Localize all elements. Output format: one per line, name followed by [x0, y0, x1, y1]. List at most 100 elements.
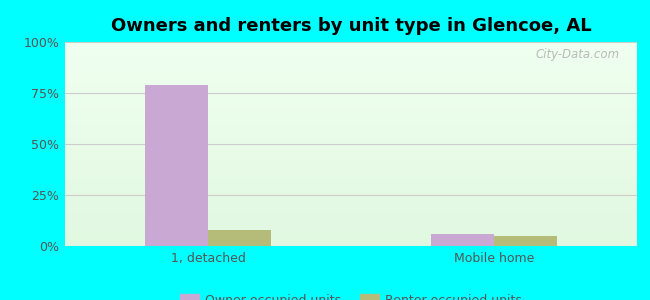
Bar — [65, 221, 637, 223]
Bar — [65, 72, 637, 73]
Bar — [65, 197, 637, 198]
Bar — [65, 162, 637, 164]
Bar — [494, 236, 557, 246]
Bar — [65, 189, 637, 190]
Bar — [65, 93, 637, 94]
Bar — [65, 180, 637, 181]
Bar — [65, 84, 637, 85]
Bar — [65, 134, 637, 135]
Bar — [65, 190, 637, 191]
Bar — [65, 150, 637, 151]
Bar — [65, 101, 637, 102]
Text: City-Data.com: City-Data.com — [536, 48, 620, 61]
Bar — [65, 44, 637, 45]
Bar — [65, 51, 637, 52]
Bar — [65, 225, 637, 226]
Bar — [65, 102, 637, 103]
Bar — [65, 130, 637, 131]
Bar — [65, 170, 637, 172]
Bar — [65, 146, 637, 147]
Bar — [65, 141, 637, 142]
Bar — [65, 126, 637, 127]
Bar — [65, 118, 637, 119]
Bar — [65, 85, 637, 86]
Bar — [65, 65, 637, 67]
Bar — [208, 230, 271, 246]
Bar — [65, 201, 637, 202]
Bar — [65, 54, 637, 55]
Bar — [65, 172, 637, 174]
Bar — [65, 119, 637, 121]
Bar — [65, 63, 637, 64]
Bar — [65, 179, 637, 180]
Bar — [65, 178, 637, 179]
Bar — [65, 211, 637, 212]
Bar — [65, 149, 637, 150]
Bar — [65, 98, 637, 99]
Bar — [65, 174, 637, 175]
Bar — [65, 215, 637, 216]
Bar — [65, 55, 637, 56]
Bar — [65, 204, 637, 205]
Bar — [65, 108, 637, 109]
Bar — [65, 156, 637, 157]
Bar — [65, 135, 637, 136]
Bar — [65, 114, 637, 116]
Bar — [65, 235, 637, 236]
Bar — [65, 48, 637, 49]
Bar — [65, 213, 637, 214]
Bar — [65, 243, 637, 244]
Bar — [65, 228, 637, 229]
Bar — [65, 91, 637, 92]
Bar — [65, 242, 637, 243]
Bar — [65, 100, 637, 101]
Bar — [65, 78, 637, 79]
Bar — [65, 68, 637, 70]
Bar — [65, 90, 637, 91]
Bar — [65, 118, 637, 119]
Bar — [65, 50, 637, 51]
Bar — [65, 138, 637, 139]
Bar — [65, 181, 637, 182]
Bar — [65, 112, 637, 113]
Bar — [65, 99, 637, 100]
Bar — [65, 148, 637, 149]
Bar — [65, 145, 637, 146]
Bar — [65, 175, 637, 176]
Bar — [65, 218, 637, 220]
Bar — [65, 195, 637, 196]
Bar — [65, 196, 637, 197]
Bar — [65, 144, 637, 145]
Bar — [65, 106, 637, 107]
Bar — [65, 142, 637, 143]
Bar — [65, 202, 637, 203]
Bar — [65, 110, 637, 111]
Bar — [65, 165, 637, 166]
Bar — [65, 43, 637, 44]
Bar — [65, 124, 637, 126]
Bar — [65, 77, 637, 78]
Bar — [65, 188, 637, 189]
Bar — [65, 230, 637, 231]
Bar — [65, 209, 637, 210]
Bar — [65, 220, 637, 221]
Bar — [65, 169, 637, 170]
Bar — [65, 157, 637, 158]
Bar — [65, 129, 637, 130]
Bar — [65, 160, 637, 161]
Bar — [65, 76, 637, 77]
Bar — [65, 97, 637, 98]
Bar — [65, 183, 637, 184]
Bar — [65, 151, 637, 152]
Bar — [65, 87, 637, 88]
Bar — [65, 59, 637, 60]
Bar — [65, 231, 637, 232]
Bar — [65, 223, 637, 224]
Bar — [65, 169, 637, 170]
Bar — [65, 186, 637, 187]
Bar — [65, 187, 637, 188]
Bar — [65, 74, 637, 75]
Bar — [65, 233, 637, 234]
Bar — [65, 107, 637, 108]
Bar — [65, 79, 637, 80]
